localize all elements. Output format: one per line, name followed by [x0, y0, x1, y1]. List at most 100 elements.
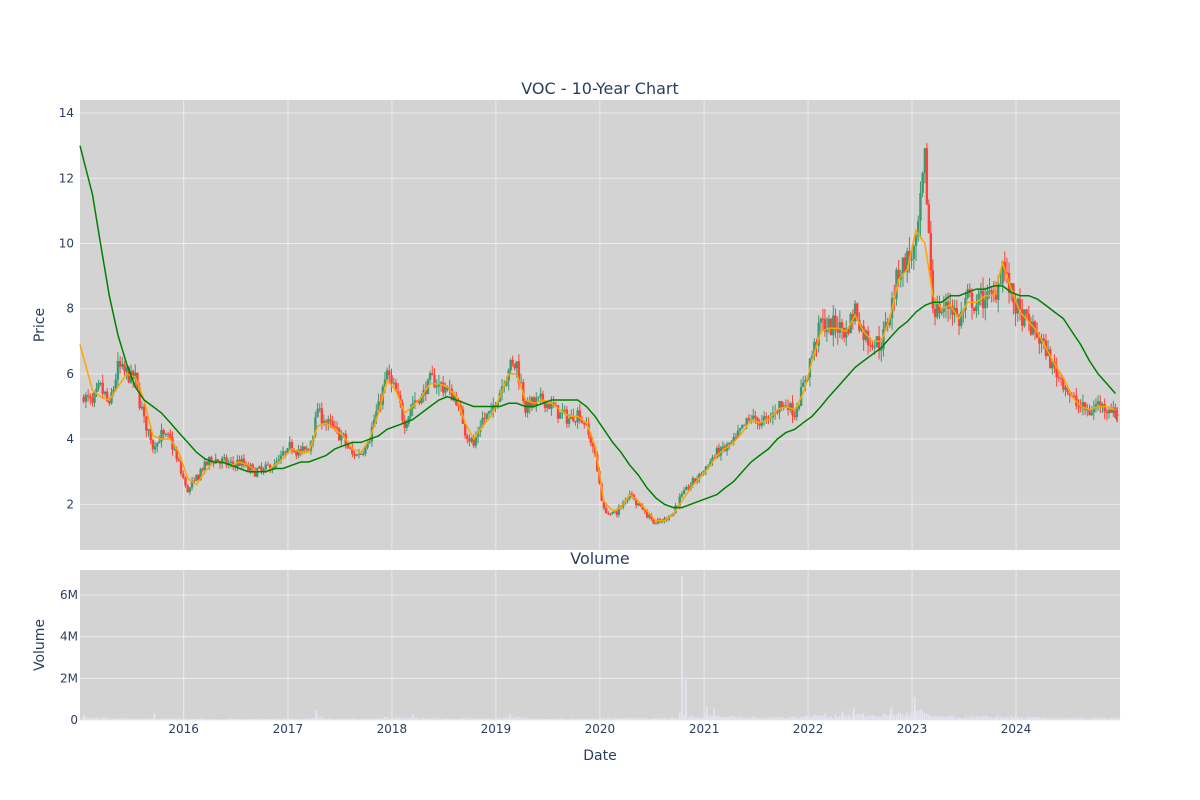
- volume-bar: [1040, 717, 1043, 720]
- price-candle-body: [901, 257, 905, 276]
- price-candle-body: [528, 401, 531, 408]
- volume-bar: [732, 715, 735, 720]
- volume-bar: [836, 717, 839, 720]
- price-candle-body: [645, 511, 649, 518]
- volume-bar: [199, 718, 202, 720]
- volume-bar: [418, 718, 421, 720]
- price-candle-body: [357, 453, 361, 455]
- volume-bar: [1110, 717, 1112, 720]
- price-candle-body: [778, 401, 781, 413]
- x-tick-label: 2021: [689, 722, 720, 736]
- volume-bar: [940, 716, 943, 720]
- volume-bar: [143, 718, 145, 720]
- price-candle-body: [736, 430, 740, 438]
- volume-bar: [676, 718, 679, 720]
- price-candle-body: [452, 395, 456, 401]
- volume-bar: [667, 718, 670, 720]
- volume-bar: [897, 712, 900, 720]
- volume-bar: [123, 717, 126, 720]
- price-candle-body: [925, 148, 929, 205]
- volume-bar: [269, 718, 271, 720]
- volume-bar: [160, 718, 163, 720]
- volume-bar: [240, 719, 243, 720]
- volume-bar: [626, 717, 629, 720]
- volume-bar: [533, 718, 535, 720]
- price-candle-body: [155, 443, 159, 447]
- price-candle-body: [545, 403, 549, 408]
- volume-panel: 0 2M 4M 6M 2016 2017 2018 2019 2020 2021 2022 2023…: [32, 549, 1121, 764]
- volume-bar: [791, 717, 794, 720]
- volume-bar: [594, 718, 596, 720]
- price-candle-body: [424, 389, 428, 395]
- price-candle-body: [162, 430, 165, 435]
- volume-bar: [990, 716, 993, 720]
- price-candle-body: [351, 448, 354, 455]
- volume-bar: [444, 718, 447, 720]
- volume-spike-bar: [921, 709, 924, 720]
- volume-bar: [951, 715, 954, 720]
- volume-bar: [923, 713, 926, 720]
- volume-bar: [1064, 718, 1067, 720]
- volume-bar: [485, 718, 488, 720]
- volume-bar: [340, 718, 343, 720]
- price-candle-body: [949, 305, 952, 309]
- volume-bar: [232, 718, 234, 720]
- price-candle-body: [489, 410, 493, 412]
- price-candle-body: [906, 251, 909, 273]
- price-candle-body: [838, 322, 842, 333]
- volume-bar: [1045, 717, 1047, 720]
- price-candle-body: [97, 383, 100, 389]
- volume-bar: [847, 714, 850, 720]
- volume-bar: [570, 718, 572, 720]
- price-candle-body: [715, 448, 719, 458]
- price-candle-body: [329, 419, 332, 421]
- volume-bar: [1030, 716, 1032, 720]
- price-candle-body: [151, 440, 155, 450]
- volume-bar: [230, 718, 232, 720]
- price-candle-body: [752, 415, 755, 420]
- price-candle-body: [392, 382, 395, 384]
- volume-bar: [559, 718, 561, 720]
- volume-bar: [665, 718, 668, 720]
- price-candle-body: [704, 466, 708, 471]
- volume-bar: [121, 718, 123, 720]
- price-candle-body: [797, 405, 801, 409]
- price-candle-body: [485, 413, 488, 419]
- price-candle-body: [541, 393, 545, 401]
- price-candle-body: [116, 361, 120, 380]
- price-candle-body: [1088, 409, 1091, 416]
- price-candle-body: [147, 429, 150, 431]
- volume-bar: [84, 716, 87, 720]
- price-candle-body: [834, 315, 837, 329]
- price-candle-body: [368, 441, 371, 443]
- volume-bar: [203, 719, 206, 720]
- volume-bar: [644, 718, 646, 720]
- price-candle-body: [463, 423, 467, 436]
- volume-bar: [420, 718, 423, 720]
- price-candle-body: [383, 379, 387, 387]
- volume-bar: [242, 718, 245, 720]
- volume-bar: [288, 718, 291, 720]
- volume-bar: [958, 717, 960, 720]
- price-candle-body: [385, 370, 389, 380]
- price-candle-body: [745, 418, 748, 425]
- volume-bar: [554, 718, 557, 720]
- price-candle-body: [821, 318, 825, 320]
- price-candle-body: [984, 299, 987, 309]
- volume-bar: [611, 718, 614, 720]
- price-candle-body: [364, 447, 367, 454]
- price-candle-body: [1027, 313, 1031, 322]
- price-candle-body: [997, 284, 1000, 300]
- volume-bar: [95, 717, 98, 720]
- price-candle-body: [166, 433, 170, 435]
- volume-bar: [208, 719, 210, 720]
- volume-bar: [979, 716, 982, 720]
- price-candle-body: [1114, 412, 1118, 418]
- volume-y-tick-label: 0: [70, 713, 78, 727]
- price-candle-body: [377, 401, 380, 412]
- volume-bar: [652, 717, 655, 720]
- volume-bar: [995, 716, 997, 720]
- price-candle-body: [125, 367, 128, 372]
- volume-bar: [167, 718, 169, 720]
- volume-bar: [672, 717, 675, 720]
